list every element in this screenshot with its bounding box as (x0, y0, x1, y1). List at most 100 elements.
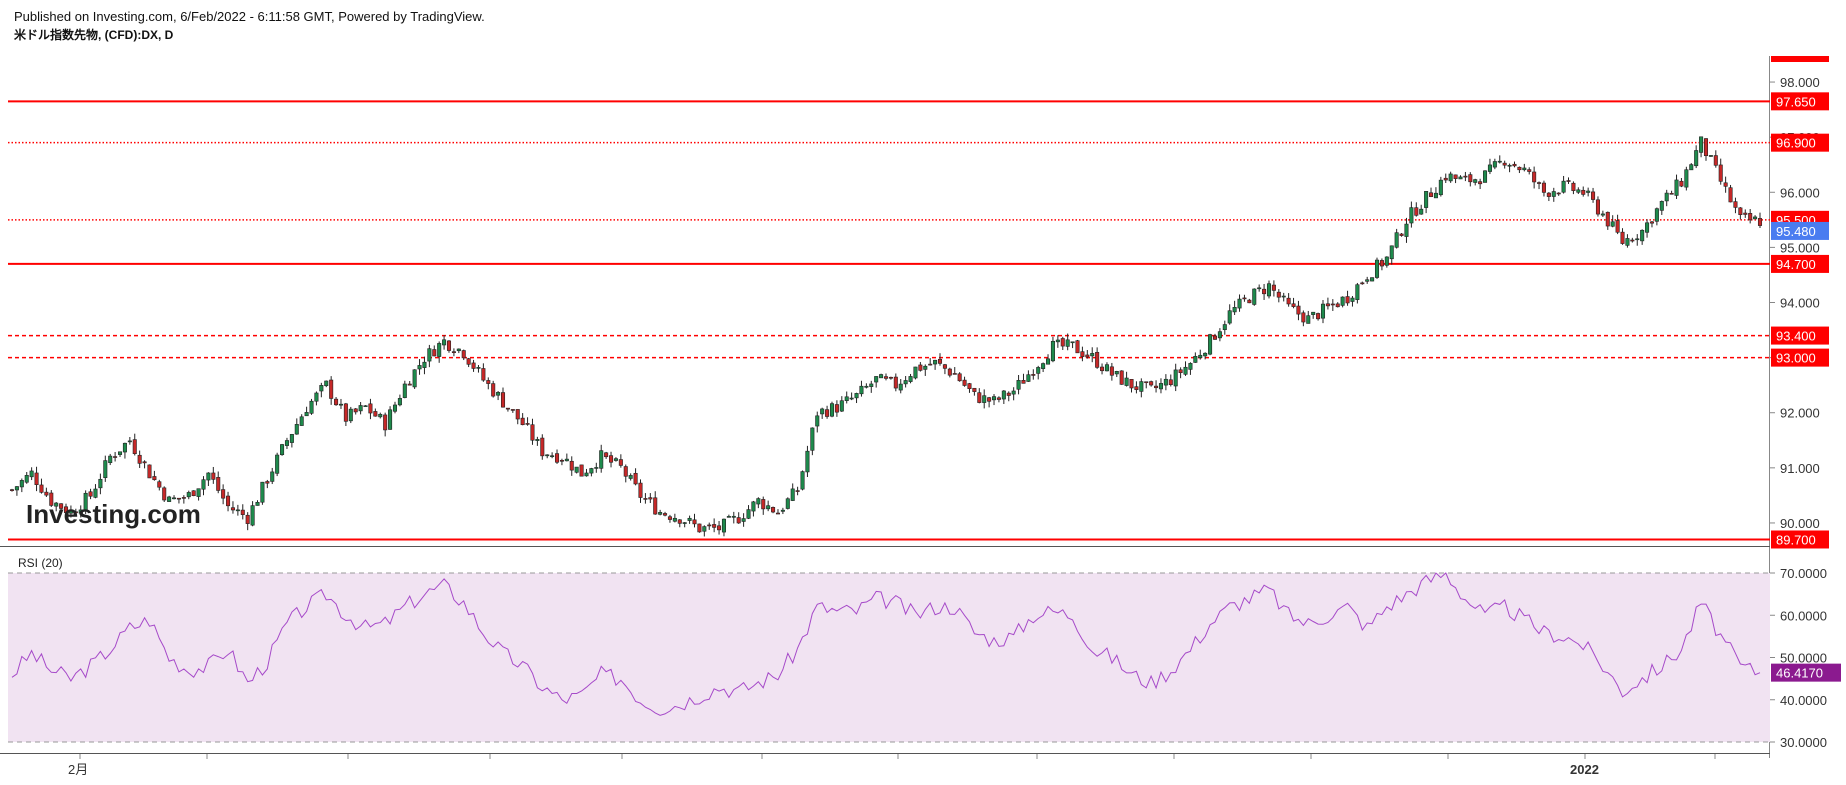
candle-body (839, 400, 844, 412)
candle-body (1291, 303, 1296, 307)
candle-body (289, 434, 294, 443)
candle-body (1468, 174, 1473, 183)
candle-body (1080, 351, 1085, 357)
candle-body (535, 439, 540, 441)
candle-body (1360, 282, 1365, 285)
candle-body (1586, 190, 1591, 193)
candle-body (972, 387, 977, 392)
candle-body (1703, 138, 1709, 157)
rsi-last-label: 46.4170 (1776, 666, 1823, 681)
candle-body (191, 490, 196, 497)
candle-body (334, 398, 339, 406)
candle-body (874, 376, 879, 383)
candle-body (1541, 182, 1546, 193)
candle-body (1605, 211, 1610, 227)
candle-body (397, 398, 402, 406)
candle-body (545, 454, 550, 457)
candle-body (1699, 136, 1704, 153)
y-tick-label: 96.000 (1780, 185, 1820, 200)
candle-body (176, 497, 181, 500)
candle-body (1271, 284, 1276, 291)
candle-body (137, 454, 142, 464)
candle-body (1483, 170, 1488, 183)
last-price-tag (1771, 221, 1829, 240)
candle-body (216, 477, 221, 491)
candle-body (1532, 171, 1537, 183)
candle-body (1645, 222, 1650, 233)
candle-body (486, 380, 491, 384)
candle-body (1134, 386, 1139, 390)
candle-body (1100, 366, 1105, 372)
candle-body (250, 505, 255, 526)
candle-body (1031, 374, 1036, 376)
candle-body (132, 439, 137, 455)
candle-body (186, 492, 191, 498)
candle-body (451, 351, 456, 353)
candle-body (49, 492, 54, 506)
candle-body (736, 517, 741, 524)
rsi-band (8, 573, 1770, 742)
candle-body (505, 407, 510, 410)
candle-body (1173, 369, 1178, 387)
candle-body (1281, 295, 1286, 298)
candle-body (1296, 305, 1301, 315)
candle-body (437, 343, 442, 357)
candle-body (255, 501, 260, 506)
candle-body (864, 385, 869, 388)
candle-body (471, 362, 476, 369)
candle-body (1399, 233, 1404, 236)
candle-body (118, 451, 123, 455)
candle-body (820, 408, 825, 415)
candle-body (1610, 221, 1615, 227)
published-note: Published on Investing.com, 6/Feb/2022 -… (14, 9, 485, 24)
candle-body (849, 397, 854, 400)
candle-body (1095, 351, 1100, 368)
candle-body (1561, 180, 1566, 193)
candle-body (1723, 182, 1728, 187)
candle-body (908, 376, 913, 382)
candle-body (584, 472, 589, 477)
x-tick-label: 2月 (68, 762, 88, 777)
candle-body (672, 517, 677, 522)
candle-body (721, 518, 726, 533)
candle-body (564, 458, 569, 462)
candle-body (579, 464, 584, 477)
candle-body (834, 404, 839, 413)
candle-body (682, 522, 687, 524)
symbol-title: 米ドル指数先物, (CFD):DX, D (14, 28, 174, 42)
candle-body (510, 409, 515, 411)
candle-body (653, 497, 658, 515)
candle-body (1198, 354, 1203, 359)
candle-body (383, 414, 388, 431)
candle-body (1635, 238, 1640, 241)
y-tick-label: 92.000 (1780, 406, 1820, 421)
candle-body (83, 492, 88, 511)
candle-body (707, 524, 712, 527)
candle-body (933, 359, 938, 365)
candle-body (446, 340, 452, 351)
candle-body (589, 468, 594, 474)
candle-body (609, 455, 614, 463)
candle-body (1330, 303, 1335, 306)
candle-body (697, 523, 702, 533)
candle-body (280, 444, 285, 456)
candle-body (1551, 191, 1556, 197)
candle-body (44, 491, 49, 496)
candle-body (785, 498, 790, 509)
candle-body (1674, 179, 1679, 196)
candle-body (599, 450, 604, 469)
candle-body (805, 450, 810, 473)
candle-body (947, 368, 952, 376)
candle-body (1124, 377, 1129, 386)
candle-body (1316, 313, 1321, 320)
candle-body (658, 512, 663, 515)
candle-body (63, 506, 69, 514)
candle-body (211, 472, 216, 480)
candle-body (1046, 358, 1051, 365)
candle-body (1556, 192, 1561, 195)
y-tick-label: 90.000 (1780, 516, 1820, 531)
y-tick-label: 94.000 (1780, 296, 1820, 311)
candle-body (1394, 232, 1399, 248)
level-tag-label: 93.000 (1776, 351, 1816, 366)
